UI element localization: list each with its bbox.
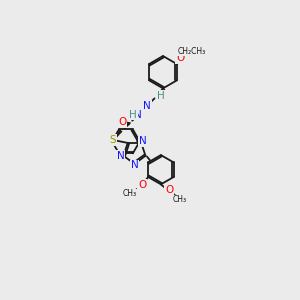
Text: H: H	[157, 91, 165, 101]
Text: S: S	[110, 135, 116, 145]
Text: N: N	[117, 151, 124, 161]
Text: N: N	[130, 160, 138, 170]
Text: O: O	[118, 117, 126, 127]
Text: O: O	[165, 185, 173, 196]
Text: N: N	[143, 101, 151, 111]
Text: O: O	[176, 53, 184, 63]
Text: O: O	[138, 180, 146, 190]
Text: CH₃: CH₃	[123, 190, 137, 199]
Text: CH₂CH₃: CH₂CH₃	[178, 46, 206, 56]
Text: N: N	[139, 136, 147, 146]
Text: H: H	[129, 110, 137, 119]
Text: CH₃: CH₃	[172, 195, 186, 204]
Text: N: N	[134, 110, 142, 119]
